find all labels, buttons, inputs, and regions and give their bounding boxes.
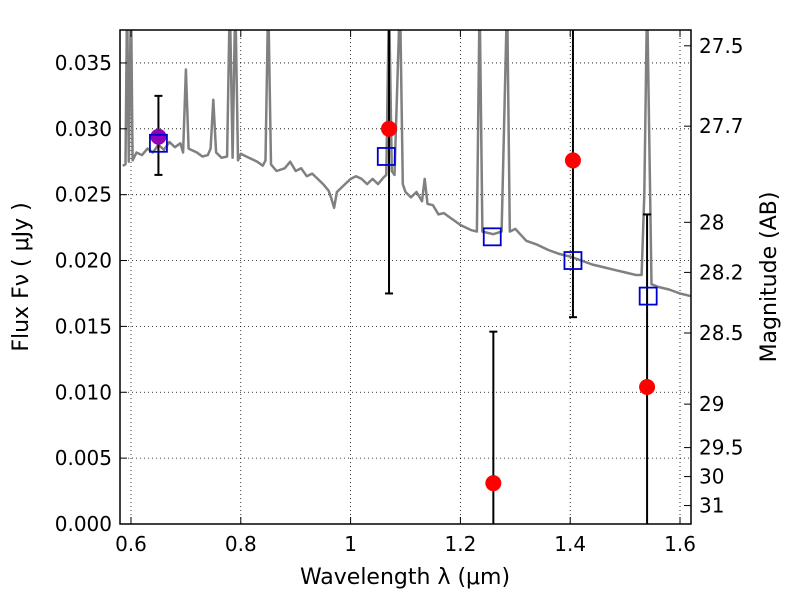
x-tick-label: 1 xyxy=(344,532,357,556)
model-flux-square xyxy=(149,133,168,153)
mag-tick-label: 27.5 xyxy=(699,34,744,58)
x-axis-label: Wavelength λ (μm) xyxy=(300,565,510,590)
observed-flux-point xyxy=(564,152,581,169)
x-tick-label: 1.2 xyxy=(444,532,476,556)
x-tick-label: 1.4 xyxy=(554,532,586,556)
y2-axis-label: Magnitude (AB) xyxy=(757,192,782,363)
model-flux-square xyxy=(638,286,658,306)
y-tick-label: 0.010 xyxy=(55,380,112,404)
model-flux-square xyxy=(482,227,502,247)
axes: 0.6 0.8 1 1.2 1.4 1.6 0.000 0.005 0.010 0.015 0.02… xyxy=(55,30,744,556)
x-tick-label: 1.6 xyxy=(664,532,696,556)
model-flux-square xyxy=(376,147,396,166)
x-tick-label: 0.6 xyxy=(115,532,147,556)
grid-lines xyxy=(120,30,691,525)
y-tick-label: 0.035 xyxy=(55,51,112,75)
observed-flux-point xyxy=(639,378,656,395)
y-tick-label: 0.020 xyxy=(55,249,112,273)
mag-tick-label: 29 xyxy=(699,392,724,416)
mag-tick-label: 31 xyxy=(699,494,724,518)
observed-flux-point xyxy=(381,120,398,137)
mag-tick-label: 27.7 xyxy=(699,114,744,138)
mag-tick-label: 28 xyxy=(699,210,724,234)
y-axis-label: Flux Fν ( μJy ) xyxy=(9,202,34,351)
plot-frame xyxy=(119,29,692,525)
model-flux-square xyxy=(563,251,583,270)
y-tick-label: 0.015 xyxy=(55,314,112,338)
plot-area xyxy=(122,30,691,524)
observed-flux-point xyxy=(485,475,502,492)
mag-tick-label: 30 xyxy=(699,465,724,489)
y-tick-label: 0.000 xyxy=(55,512,112,536)
y-tick-label: 0.030 xyxy=(55,117,112,141)
y-tick-label: 0.025 xyxy=(55,183,112,207)
mag-tick-label: 29.5 xyxy=(699,436,744,460)
mag-tick-label: 28.5 xyxy=(699,321,744,345)
template-spectrum-line xyxy=(122,30,691,298)
mag-tick-label: 28.2 xyxy=(699,260,744,284)
observed-flux-point xyxy=(150,128,167,145)
x-tick-label: 0.8 xyxy=(225,532,257,556)
y-tick-label: 0.005 xyxy=(55,446,112,470)
